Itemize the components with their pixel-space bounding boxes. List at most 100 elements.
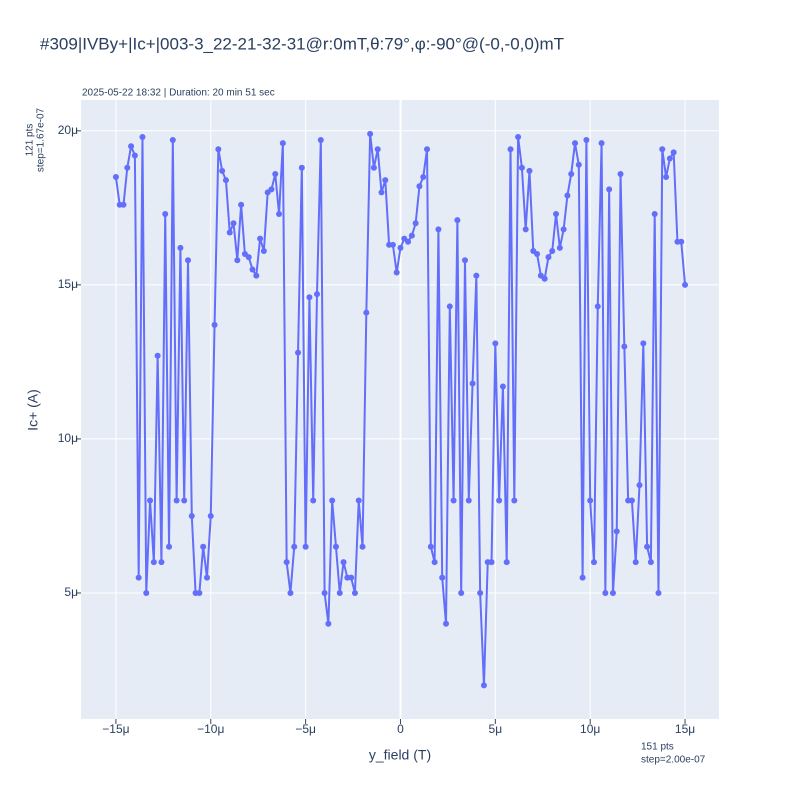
- data-point: [374, 146, 381, 153]
- data-point: [203, 574, 210, 581]
- x-tick-label: 10μ: [580, 722, 600, 736]
- data-point: [405, 238, 412, 245]
- data-point: [169, 137, 176, 144]
- data-point: [355, 497, 362, 504]
- data-point: [560, 226, 567, 233]
- data-point: [283, 559, 290, 566]
- data-point: [340, 559, 347, 566]
- data-point: [621, 343, 628, 350]
- data-point: [314, 291, 321, 298]
- data-point: [291, 543, 298, 550]
- data-point: [173, 497, 180, 504]
- y-tick-label: 5μ: [64, 585, 78, 599]
- x-tick-label: −5μ: [295, 722, 316, 736]
- data-point: [647, 559, 654, 566]
- data-point: [617, 170, 624, 177]
- data-point: [245, 254, 252, 261]
- data-point: [461, 257, 468, 264]
- data-point: [310, 497, 317, 504]
- data-point: [515, 133, 522, 140]
- data-point: [154, 352, 161, 359]
- data-point: [499, 383, 506, 390]
- data-point: [473, 272, 480, 279]
- data-point: [598, 140, 605, 147]
- data-point: [564, 192, 571, 199]
- data-point: [469, 380, 476, 387]
- data-point: [131, 152, 138, 159]
- data-point: [435, 226, 442, 233]
- data-point: [416, 183, 423, 190]
- data-point: [424, 146, 431, 153]
- data-point: [408, 232, 415, 239]
- data-point: [181, 497, 188, 504]
- data-point: [526, 167, 533, 174]
- data-point: [219, 167, 226, 174]
- data-point: [120, 201, 127, 208]
- data-point: [257, 235, 264, 242]
- data-point: [298, 164, 305, 171]
- data-point: [139, 133, 146, 140]
- data-point: [162, 211, 169, 218]
- data-point: [143, 589, 150, 596]
- x-tick-label: 5μ: [489, 722, 503, 736]
- data-point: [431, 559, 438, 566]
- data-point: [150, 559, 157, 566]
- data-point: [678, 238, 685, 245]
- data-point: [632, 559, 639, 566]
- data-point: [655, 589, 662, 596]
- data-point: [594, 303, 601, 310]
- data-point: [644, 543, 651, 550]
- data-point: [207, 512, 214, 519]
- x-tick-label: −15μ: [102, 722, 129, 736]
- annotation: 151 pts: [641, 742, 674, 753]
- data-point: [295, 349, 302, 356]
- data-point: [572, 140, 579, 147]
- data-point: [382, 177, 389, 184]
- data-point: [363, 309, 370, 316]
- data-point: [397, 244, 404, 251]
- chart-title: #309|IVBy+|Ic+|003-3_22-21-32-31@r:0mT,θ…: [40, 34, 564, 53]
- annotation: 121 pts: [25, 124, 36, 157]
- data-point: [230, 220, 237, 227]
- data-point: [215, 146, 222, 153]
- x-tick-label: −10μ: [197, 722, 224, 736]
- data-point: [613, 528, 620, 535]
- data-point: [575, 161, 582, 168]
- data-point: [389, 241, 396, 248]
- data-point: [336, 589, 343, 596]
- data-point: [147, 497, 154, 504]
- data-point: [446, 303, 453, 310]
- data-point: [272, 170, 279, 177]
- data-point: [211, 321, 218, 328]
- data-point: [628, 497, 635, 504]
- data-point: [640, 340, 647, 347]
- data-point: [351, 589, 358, 596]
- data-point: [602, 589, 609, 596]
- data-point: [177, 244, 184, 251]
- annotation: step=1.67e-07: [36, 107, 47, 172]
- data-point: [450, 497, 457, 504]
- data-point: [427, 543, 434, 550]
- data-point: [511, 497, 518, 504]
- annotation: 2025-05-22 18:32 | Duration: 20 min 51 s…: [82, 88, 275, 99]
- data-point: [329, 497, 336, 504]
- x-tick-label: 0: [397, 722, 404, 736]
- data-point: [253, 272, 260, 279]
- data-point: [238, 201, 245, 208]
- data-point: [587, 497, 594, 504]
- data-point: [609, 589, 616, 596]
- annotation: step=2.00e-07: [641, 755, 706, 766]
- data-point: [196, 589, 203, 596]
- data-point: [488, 559, 495, 566]
- data-point: [166, 543, 173, 550]
- data-point: [534, 251, 541, 258]
- data-point: [306, 294, 313, 301]
- data-point: [412, 220, 419, 227]
- data-point: [112, 174, 119, 181]
- data-point: [454, 217, 461, 224]
- data-point: [158, 559, 165, 566]
- data-point: [556, 244, 563, 251]
- data-point: [659, 146, 666, 153]
- data-point: [234, 257, 241, 264]
